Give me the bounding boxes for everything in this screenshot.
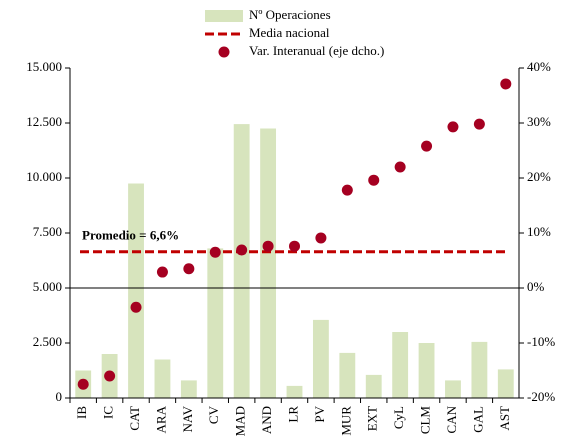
x-tick-label: AST: [497, 406, 512, 431]
dot: [315, 232, 327, 244]
dot: [183, 263, 195, 275]
bar: [286, 385, 303, 398]
dot: [262, 240, 274, 252]
x-tick-label: GAL: [470, 406, 485, 433]
dot: [130, 301, 142, 313]
dot: [341, 184, 353, 196]
bar: [497, 369, 514, 398]
bar: [154, 359, 171, 398]
dot: [236, 244, 248, 256]
dot: [421, 140, 433, 152]
bar: [339, 352, 356, 398]
y2-tick-label: 0%: [527, 279, 545, 294]
bar: [180, 380, 197, 398]
dot: [209, 246, 221, 258]
bar: [392, 332, 409, 398]
legend-label: Media nacional: [249, 25, 330, 40]
dot: [473, 118, 485, 130]
legend-label: Var. Interanual (eje dcho.): [249, 43, 384, 58]
x-tick-label: IB: [74, 406, 89, 419]
x-tick-label: CAN: [444, 405, 459, 433]
dot: [104, 370, 116, 382]
bar: [418, 343, 435, 398]
y2-tick-label: 30%: [527, 114, 551, 129]
legend-swatch: [218, 46, 230, 58]
x-tick-label: PV: [312, 405, 327, 422]
x-tick-label: CLM: [418, 406, 433, 435]
x-tick-label: CV: [206, 405, 221, 424]
dot: [500, 78, 512, 90]
x-tick-label: AND: [259, 406, 274, 434]
y2-tick-label: 40%: [527, 59, 551, 74]
x-tick-label: MAD: [233, 406, 248, 436]
dot: [289, 240, 300, 252]
y2-tick-label: -20%: [527, 389, 555, 404]
y-tick-label: 15.000: [26, 59, 62, 74]
x-tick-label: NAV: [180, 405, 195, 432]
x-tick-label: CAT: [127, 406, 142, 431]
bar: [260, 128, 277, 398]
bar: [128, 183, 144, 398]
dot: [368, 174, 380, 186]
annotation: Promedio = 6,6%: [82, 228, 179, 243]
bar: [207, 248, 224, 398]
y2-tick-label: -10%: [527, 334, 555, 349]
x-tick-label: MUR: [338, 406, 353, 436]
x-tick-label: CyL: [391, 406, 406, 429]
bar: [365, 374, 382, 398]
x-tick-label: EXT: [365, 406, 380, 431]
dot: [447, 121, 459, 133]
y2-tick-label: 20%: [527, 169, 551, 184]
dot: [394, 161, 406, 173]
legend-label: Nº Operaciones: [249, 7, 331, 22]
bar: [312, 319, 329, 398]
x-tick-label: LR: [285, 406, 300, 423]
x-tick-label: IC: [101, 406, 116, 419]
y-tick-label: 12.500: [26, 114, 62, 129]
y-tick-label: 7.500: [33, 224, 62, 239]
y-tick-label: 2.500: [33, 334, 62, 349]
y2-tick-label: 10%: [527, 224, 551, 239]
bar: [233, 124, 250, 398]
legend-swatch: [205, 10, 243, 22]
y-tick-label: 5.000: [33, 279, 62, 294]
dot: [156, 266, 168, 278]
bar: [471, 341, 488, 398]
bar: [445, 380, 461, 398]
x-tick-label: ARA: [153, 405, 168, 433]
y-tick-label: 10.000: [26, 169, 62, 184]
y-tick-label: 0: [56, 389, 63, 404]
dot: [77, 378, 89, 390]
